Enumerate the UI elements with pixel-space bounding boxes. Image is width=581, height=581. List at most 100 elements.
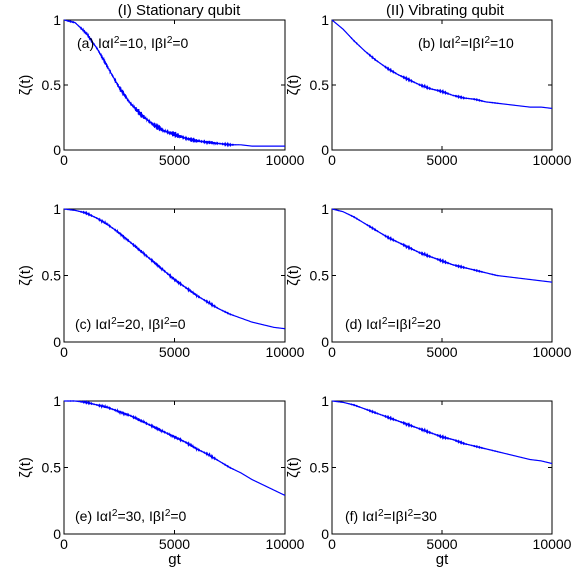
annotation-part: I (161, 508, 165, 524)
y-axis-label: ζ(t) (285, 75, 302, 96)
y-tick-label: 1 (321, 12, 329, 28)
panel-annotation: (c) IαI2=20, IβI2=0 (75, 316, 186, 333)
panel-c: 0 5000 10000 0 0.5 1 ζ(t) (c) IαI2=20, IβI2=0 (17, 201, 305, 360)
annotation-part: (f) I (345, 508, 366, 524)
y-tick-label: 0.5 (310, 77, 330, 93)
annotation-part: =30, I (117, 508, 152, 524)
y-tick-label: 0.5 (42, 77, 62, 93)
annotation-part: I (374, 508, 378, 524)
y-axis-label: ζ(t) (17, 265, 34, 286)
annotation-part: α (366, 508, 374, 524)
x-tick-label: 10000 (533, 536, 572, 552)
annotation-part: β (396, 508, 404, 524)
annotation-part: (e) I (75, 508, 100, 524)
y-tick-label: 1 (53, 12, 61, 28)
annotation-part: (b) I (418, 35, 443, 51)
y-tick-label: 1 (321, 201, 329, 217)
annotation-part: =10, I (119, 35, 154, 51)
annotation-part: 2 (112, 508, 118, 519)
annotation-part: 2 (411, 316, 417, 327)
annotation-part: =0 (172, 35, 188, 51)
x-tick-label: 5000 (426, 344, 457, 360)
annotation-part: β (153, 508, 161, 524)
annotation-part: (d) I (345, 316, 370, 332)
y-axis-label: ζ(t) (17, 75, 34, 96)
annotation-part: I (163, 35, 167, 51)
y-axis-label: ζ(t) (17, 457, 34, 478)
annotation-part: α (99, 316, 107, 332)
annotation-part: 2 (455, 35, 461, 46)
series-line (64, 399, 286, 496)
annotation-part: α (370, 316, 378, 332)
annotation-part: 2 (167, 35, 173, 46)
y-tick-label: 0 (321, 526, 329, 542)
x-tick-label: 0 (328, 344, 336, 360)
annotation-part: 2 (408, 508, 414, 519)
panel-annotation: (d) IαI2=IβI2=20 (345, 316, 441, 333)
x-tick-label: 5000 (159, 152, 190, 168)
annotation-part: =10 (490, 35, 514, 51)
annotation-part: I (451, 35, 455, 51)
y-tick-label: 0.5 (42, 268, 62, 284)
x-tick-label: 0 (328, 536, 336, 552)
x-tick-label: 5000 (159, 536, 190, 552)
x-axis-label: gt (436, 551, 449, 568)
y-tick-label: 0.5 (310, 460, 330, 476)
annotation-part: I (110, 35, 114, 51)
panel-annotation: (a) IαI2=10, IβI2=0 (77, 35, 189, 52)
annotation-part: I (108, 508, 112, 524)
annotation-part: β (155, 35, 163, 51)
x-tick-label: 10000 (533, 152, 572, 168)
series-line (63, 19, 285, 148)
x-tick-label: 0 (60, 344, 68, 360)
column-title-vibrating: (II) Vibrating qubit (386, 2, 505, 19)
x-tick-label: 5000 (426, 536, 457, 552)
x-tick-label: 10000 (266, 536, 305, 552)
panel-annotation: (b) IαI2=IβI2=10 (418, 35, 514, 52)
annotation-part: I (408, 316, 412, 332)
y-tick-label: 0 (53, 334, 61, 350)
x-tick-label: 0 (328, 152, 336, 168)
annotation-part: 2 (484, 35, 490, 46)
annotation-part: 2 (111, 316, 117, 327)
annotation-part: =I (384, 508, 396, 524)
y-axis-label: ζ(t) (285, 265, 302, 286)
annotation-part: =30 (413, 508, 437, 524)
annotation-part: 2 (114, 35, 120, 46)
annotation-part: α (102, 35, 110, 51)
annotation-part: 2 (382, 316, 388, 327)
column-title-stationary: (I) Stationary qubit (118, 2, 241, 19)
series-line (331, 400, 553, 465)
y-tick-label: 0.5 (310, 268, 330, 284)
x-tick-label: 0 (60, 536, 68, 552)
x-tick-label: 10000 (266, 344, 305, 360)
annotation-part: I (107, 316, 111, 332)
y-tick-label: 0.5 (42, 460, 62, 476)
x-tick-label: 5000 (159, 344, 190, 360)
annotation-part: =20 (417, 316, 441, 332)
y-tick-label: 0 (53, 142, 61, 158)
y-tick-label: 1 (53, 393, 61, 409)
annotation-part: β (400, 316, 408, 332)
x-tick-label: 10000 (533, 344, 572, 360)
panel-annotation: (f) IαI2=IβI2=30 (345, 508, 437, 525)
y-tick-label: 1 (321, 393, 329, 409)
annotation-part: α (100, 508, 108, 524)
annotation-part: (c) I (75, 316, 99, 332)
panel-annotation: (e) IαI2=30, IβI2=0 (75, 508, 187, 525)
y-tick-label: 0 (321, 142, 329, 158)
panel-b: 0 5000 10000 0 0.5 1 ζ(t) (b) IαI2=IβI2=10 (285, 12, 572, 168)
annotation-part: I (378, 316, 382, 332)
annotation-part: =20, I (117, 316, 152, 332)
y-axis-label: ζ(t) (285, 457, 302, 478)
x-tick-label: 5000 (426, 152, 457, 168)
annotation-part: =I (460, 35, 472, 51)
annotation-part: =I (387, 316, 399, 332)
x-axis-label: gt (168, 551, 181, 568)
y-tick-label: 1 (53, 201, 61, 217)
annotation-part: α (443, 35, 451, 51)
annotation-part: (a) I (77, 35, 102, 51)
